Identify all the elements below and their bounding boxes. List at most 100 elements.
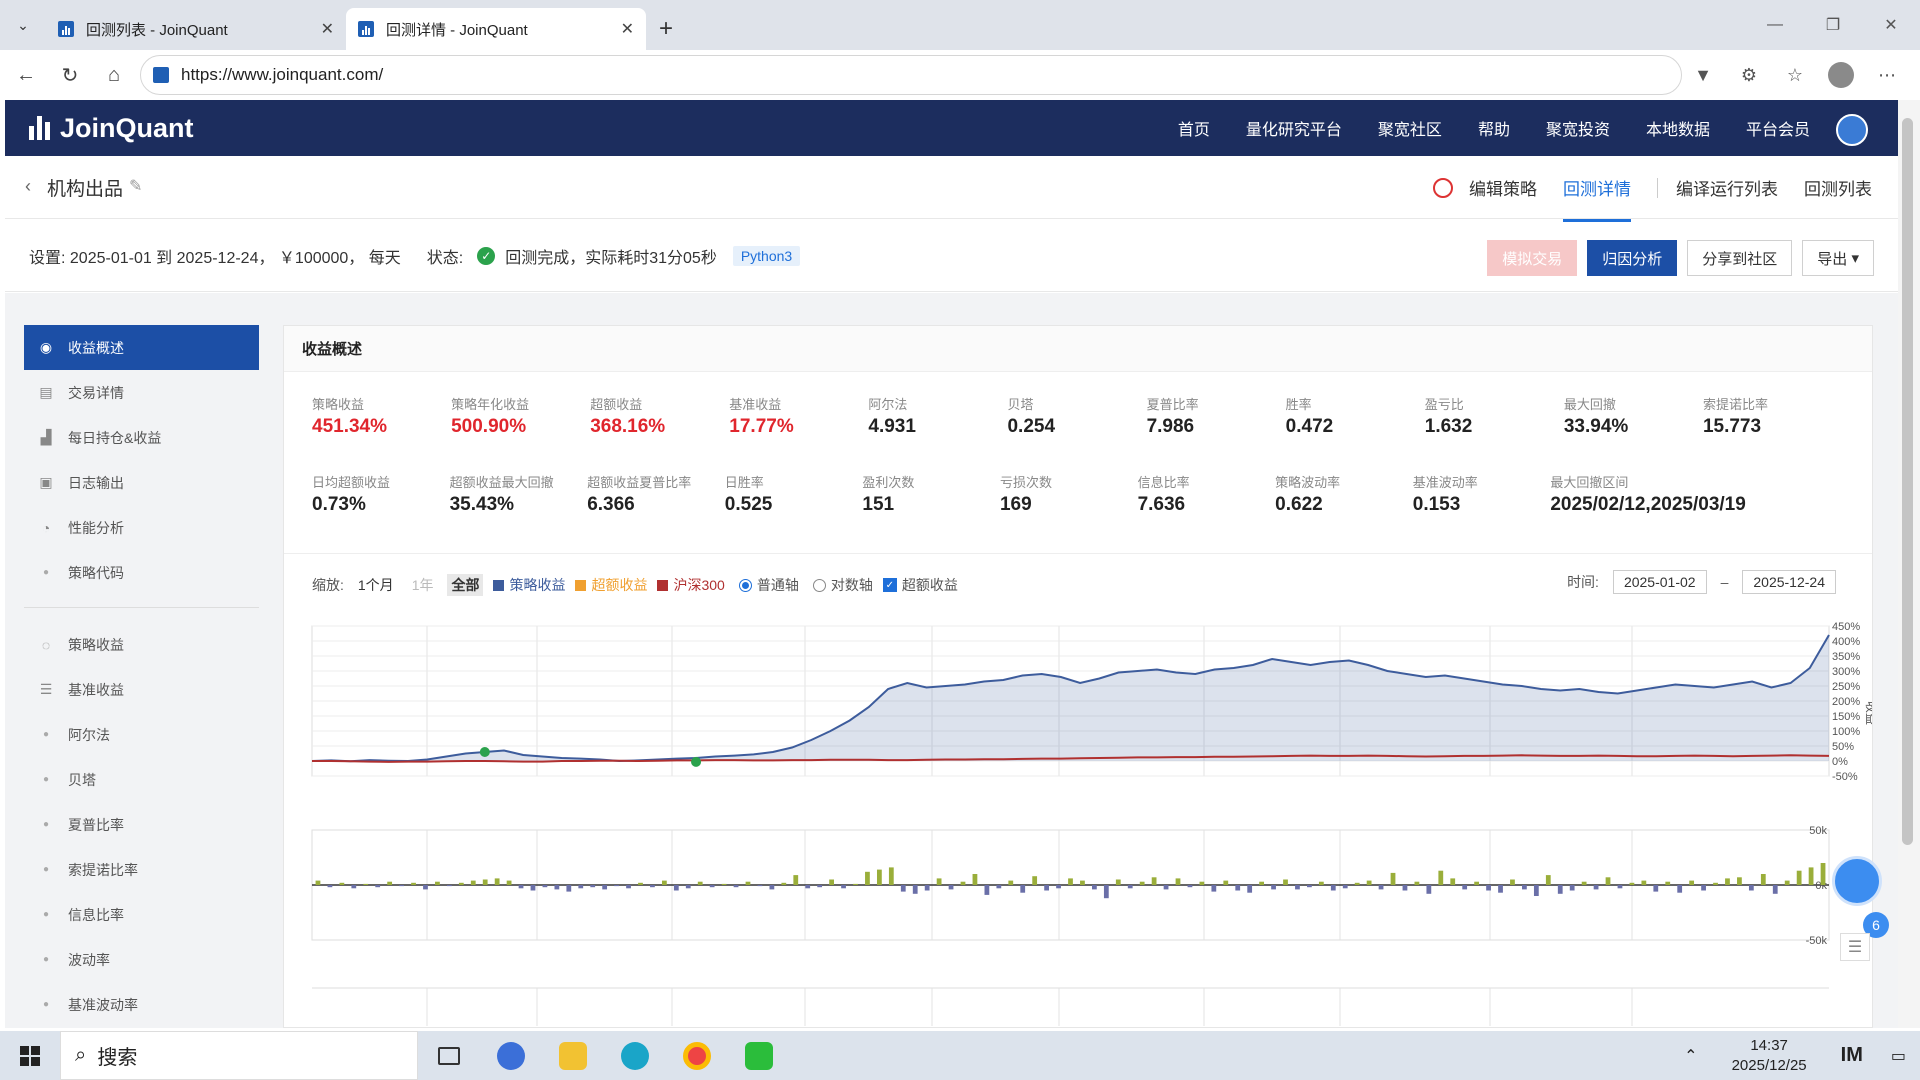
metric-value: 35.43% [449, 494, 515, 515]
maximize-icon[interactable]: ❐ [1825, 17, 1841, 34]
pnl-bar [470, 880, 476, 885]
refresh-icon[interactable]: ↻ [61, 64, 79, 87]
back-chevron-icon[interactable]: ‹ [25, 176, 31, 196]
legend-label: 策略收益 [509, 577, 566, 593]
edit-pencil-icon[interactable]: ✎ [129, 178, 143, 195]
sidebar-item-beta[interactable]: ● 贝塔 [24, 757, 259, 802]
legend-strategy[interactable]: 策略收益 [493, 575, 565, 595]
buy-marker [479, 747, 490, 757]
metric-label: 策略波动率 [1275, 475, 1341, 490]
favorites-icon[interactable]: ☆ [1786, 64, 1804, 85]
url-field[interactable]: https://www.joinquant.com/ [140, 55, 1682, 95]
tab-backtest-detail[interactable]: 回测详情 - JoinQuant ✕ [346, 8, 646, 50]
scrollbar-thumb[interactable] [1902, 118, 1913, 845]
date-to-input[interactable]: 2025-12-24 [1742, 570, 1836, 594]
sidebar-item-strategy-return[interactable]: ◌ 策略收益 [24, 622, 259, 667]
sidebar-item-benchmark-volatility[interactable]: ● 基准波动率 [24, 982, 259, 1027]
sidebar-item-benchmark-return[interactable]: ☰ 基准收益 [24, 667, 259, 712]
profile-icon[interactable] [1818, 55, 1864, 95]
bullet-icon: ● [42, 864, 50, 875]
back-arrow-icon[interactable]: ← [16, 63, 36, 86]
sidebar-item-positions[interactable]: ▟ 每日持仓&收益 [24, 415, 259, 460]
sidebar-item-label: 贝塔 [68, 771, 96, 788]
user-avatar[interactable] [1836, 114, 1868, 146]
nav-home[interactable]: 首页 [1177, 122, 1210, 139]
metric-card: 贝塔 0.254 [1007, 394, 1146, 472]
home-icon[interactable]: ⌂ [107, 63, 121, 86]
window-close-icon[interactable]: ✕ [1884, 17, 1898, 34]
nav-community[interactable]: 聚宽社区 [1377, 122, 1442, 139]
returns-chart[interactable]: 450% 400% 350% 300% 250% 200% 150% 100% 50% 0% -50… [284, 606, 1873, 1026]
export-dropdown-button[interactable]: 导出 ▾ [1802, 240, 1874, 276]
taskbar-search[interactable]: ⌕ 搜索 [60, 1031, 418, 1080]
pnl-bar [793, 875, 799, 885]
attribution-button[interactable]: 归因分析 [1587, 240, 1678, 276]
normal-axis-radio[interactable] [738, 578, 752, 592]
pnl-bar [1414, 881, 1420, 885]
sidebar-item-code[interactable]: ● 策略代码 [24, 550, 259, 595]
y-tick-label: 200% [1832, 696, 1860, 708]
nav-help[interactable]: 帮助 [1477, 122, 1510, 139]
sidebar-item-alpha[interactable]: ● 阿尔法 [24, 712, 259, 757]
log-axis-radio[interactable] [812, 578, 826, 592]
sim-trade-button[interactable]: 模拟交易 [1487, 240, 1578, 276]
nav-invest[interactable]: 聚宽投资 [1545, 122, 1610, 139]
sidebar-item-label: 日志输出 [68, 474, 124, 491]
zoom-all-button[interactable]: 全部 [447, 574, 484, 596]
windows-start-icon[interactable] [0, 1031, 60, 1080]
zoom-1month-button[interactable]: 1个月 [357, 577, 394, 593]
extensions-icon[interactable]: ⚙ [1740, 64, 1758, 85]
edge-browser-icon[interactable] [604, 1031, 666, 1080]
pnl-bar [1713, 882, 1718, 885]
y-tick-label: -50k [1806, 935, 1828, 947]
joinquant-favicon [358, 21, 374, 37]
legend-excess[interactable]: 超额收益 [575, 575, 647, 595]
date-from-input[interactable]: 2025-01-02 [1612, 570, 1707, 594]
assistant-bot-icon[interactable] [1832, 856, 1882, 906]
excess-checkbox[interactable]: ✓ [882, 578, 897, 592]
notifications-icon[interactable]: ▭ [1890, 1047, 1906, 1065]
file-explorer-icon[interactable] [542, 1031, 604, 1080]
sidebar-item-sharpe[interactable]: ● 夏普比率 [24, 802, 259, 847]
task-view-icon[interactable] [418, 1031, 480, 1080]
nav-research[interactable]: 量化研究平台 [1245, 122, 1342, 139]
pnl-bar [936, 878, 942, 885]
list-icon[interactable]: ☰ [1840, 933, 1870, 961]
clock[interactable]: 14:37 2025/12/25 [1712, 1036, 1827, 1076]
joinquant-logo[interactable]: JoinQuant [29, 113, 194, 144]
sidebar-item-sortino[interactable]: ● 索提诺比率 [24, 847, 259, 892]
tab-list-icon[interactable]: ⌄ [17, 16, 29, 33]
metric-label: 夏普比率 [1146, 397, 1199, 412]
tab-edit-strategy[interactable]: 编辑策略 [1469, 180, 1537, 199]
sidebar-item-overview[interactable]: ◉ 收益概述 [24, 325, 259, 370]
close-icon[interactable]: ✕ [620, 21, 634, 38]
sidebar-item-volatility[interactable]: ● 波动率 [24, 937, 259, 982]
nav-local-data[interactable]: 本地数据 [1645, 122, 1710, 139]
nav-membership[interactable]: 平台会员 [1745, 122, 1810, 139]
chrome-icon[interactable] [666, 1031, 728, 1080]
legend-hs300[interactable]: 沪深300 [657, 575, 725, 595]
tab-backtest-detail[interactable]: 回测详情 [1563, 175, 1631, 222]
tray-chevron-icon[interactable]: ⌃ [1684, 1047, 1698, 1065]
tab-backtest-list[interactable]: 回测列表 - JoinQuant ✕ [46, 8, 346, 50]
tab-compile-list[interactable]: 编译运行列表 [1676, 180, 1778, 199]
sidebar-item-logs[interactable]: ▣ 日志输出 [24, 460, 259, 505]
pnl-bar [1486, 885, 1491, 891]
new-tab-icon[interactable]: + [658, 15, 673, 42]
more-icon[interactable]: ⋯ [1878, 64, 1896, 85]
pnl-bar [757, 885, 763, 887]
sidebar-item-info-ratio[interactable]: ● 信息比率 [24, 892, 259, 937]
pnl-bar [996, 885, 1002, 889]
input-method-icon[interactable]: IM [1840, 1044, 1863, 1066]
zoom-1year-button[interactable]: 1年 [411, 577, 434, 593]
wechat-icon[interactable] [728, 1031, 790, 1080]
sidebar-item-trades[interactable]: ▤ 交易详情 [24, 370, 259, 415]
share-community-button[interactable]: 分享到社区 [1687, 240, 1793, 276]
close-icon[interactable]: ✕ [320, 21, 334, 38]
downloads-icon[interactable]: ▼ [1694, 64, 1712, 85]
minimize-icon[interactable]: — [1767, 16, 1783, 33]
status-label: 状态: [426, 249, 464, 267]
sidebar-item-performance[interactable]: ◔ 性能分析 [24, 505, 259, 550]
dragon-app-icon[interactable] [480, 1031, 542, 1080]
tab-backtest-list[interactable]: 回测列表 [1804, 180, 1872, 199]
